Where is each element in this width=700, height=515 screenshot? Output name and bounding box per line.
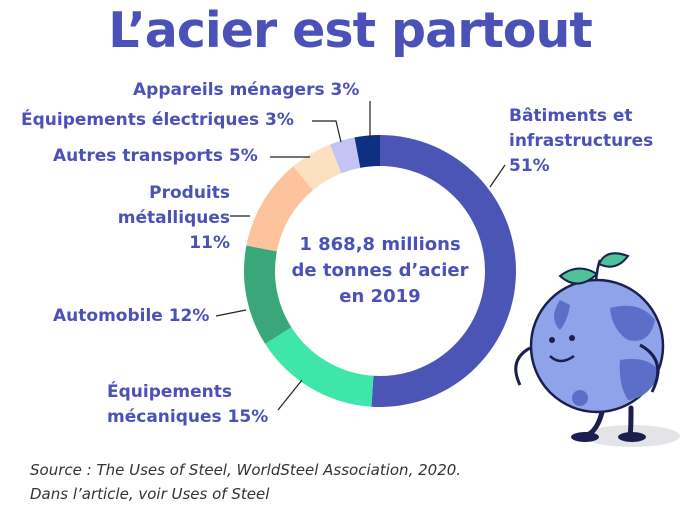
- donut-slice-1: [265, 327, 374, 407]
- produits-line-1: Produits: [149, 183, 230, 203]
- donut-center-text: 1 868,8 millions de tonnes d’acier en 20…: [270, 232, 490, 310]
- page-title: L’acier est partout: [108, 2, 593, 59]
- donut-slices: [244, 135, 517, 407]
- leader-line-equip-meca: [277, 379, 303, 411]
- slice-label-appareils: Appareils ménagers 3%: [133, 80, 360, 100]
- leader-line-equip-elec: [312, 120, 342, 143]
- produits-line-3: 11%: [189, 233, 230, 253]
- donut-slice-2: [244, 245, 292, 344]
- slice-label-batiments: Bâtiments et infrastructures 51%: [509, 104, 653, 179]
- center-line-2: de tonnes d’acier: [291, 260, 469, 281]
- leader-lines: [215, 101, 506, 411]
- batiments-line-1: Bâtiments et: [509, 106, 633, 126]
- produits-line-2: métalliques: [117, 208, 230, 228]
- slice-label-produits: Produits métalliques 11%: [110, 181, 230, 256]
- source-line-2: Dans l’article, voir Uses of Steel: [30, 485, 270, 503]
- donut-slice-4: [293, 144, 342, 191]
- batiments-line-2: infrastructures: [509, 131, 654, 151]
- source-line-1: Source : The Uses of Steel, WorldSteel A…: [30, 461, 462, 479]
- donut-slice-0: [371, 135, 517, 407]
- donut-slice-3: [246, 166, 314, 252]
- equip-meca-line-2: mécaniques 15%: [107, 407, 269, 427]
- leader-line-batiments: [489, 164, 506, 188]
- slice-label-automobile: Automobile 12%: [53, 306, 210, 326]
- donut-slice-6: [354, 135, 380, 168]
- center-line-3: en 2019: [339, 286, 421, 307]
- slice-label-equip-elec: Équipements électriques 3%: [21, 110, 294, 130]
- batiments-line-3: 51%: [509, 156, 550, 176]
- equip-meca-line-1: Équipements: [107, 382, 233, 402]
- slice-label-autres: Autres transports 5%: [53, 146, 258, 166]
- center-line-1: 1 868,8 millions: [299, 234, 461, 255]
- globe-mascot-icon: [514, 252, 680, 447]
- donut-slice-5: [329, 137, 361, 174]
- source-note: Source : The Uses of Steel, WorldSteel A…: [30, 458, 461, 506]
- slice-label-equip-meca: Équipements mécaniques 15%: [107, 380, 268, 430]
- leader-line-automobile: [215, 309, 247, 317]
